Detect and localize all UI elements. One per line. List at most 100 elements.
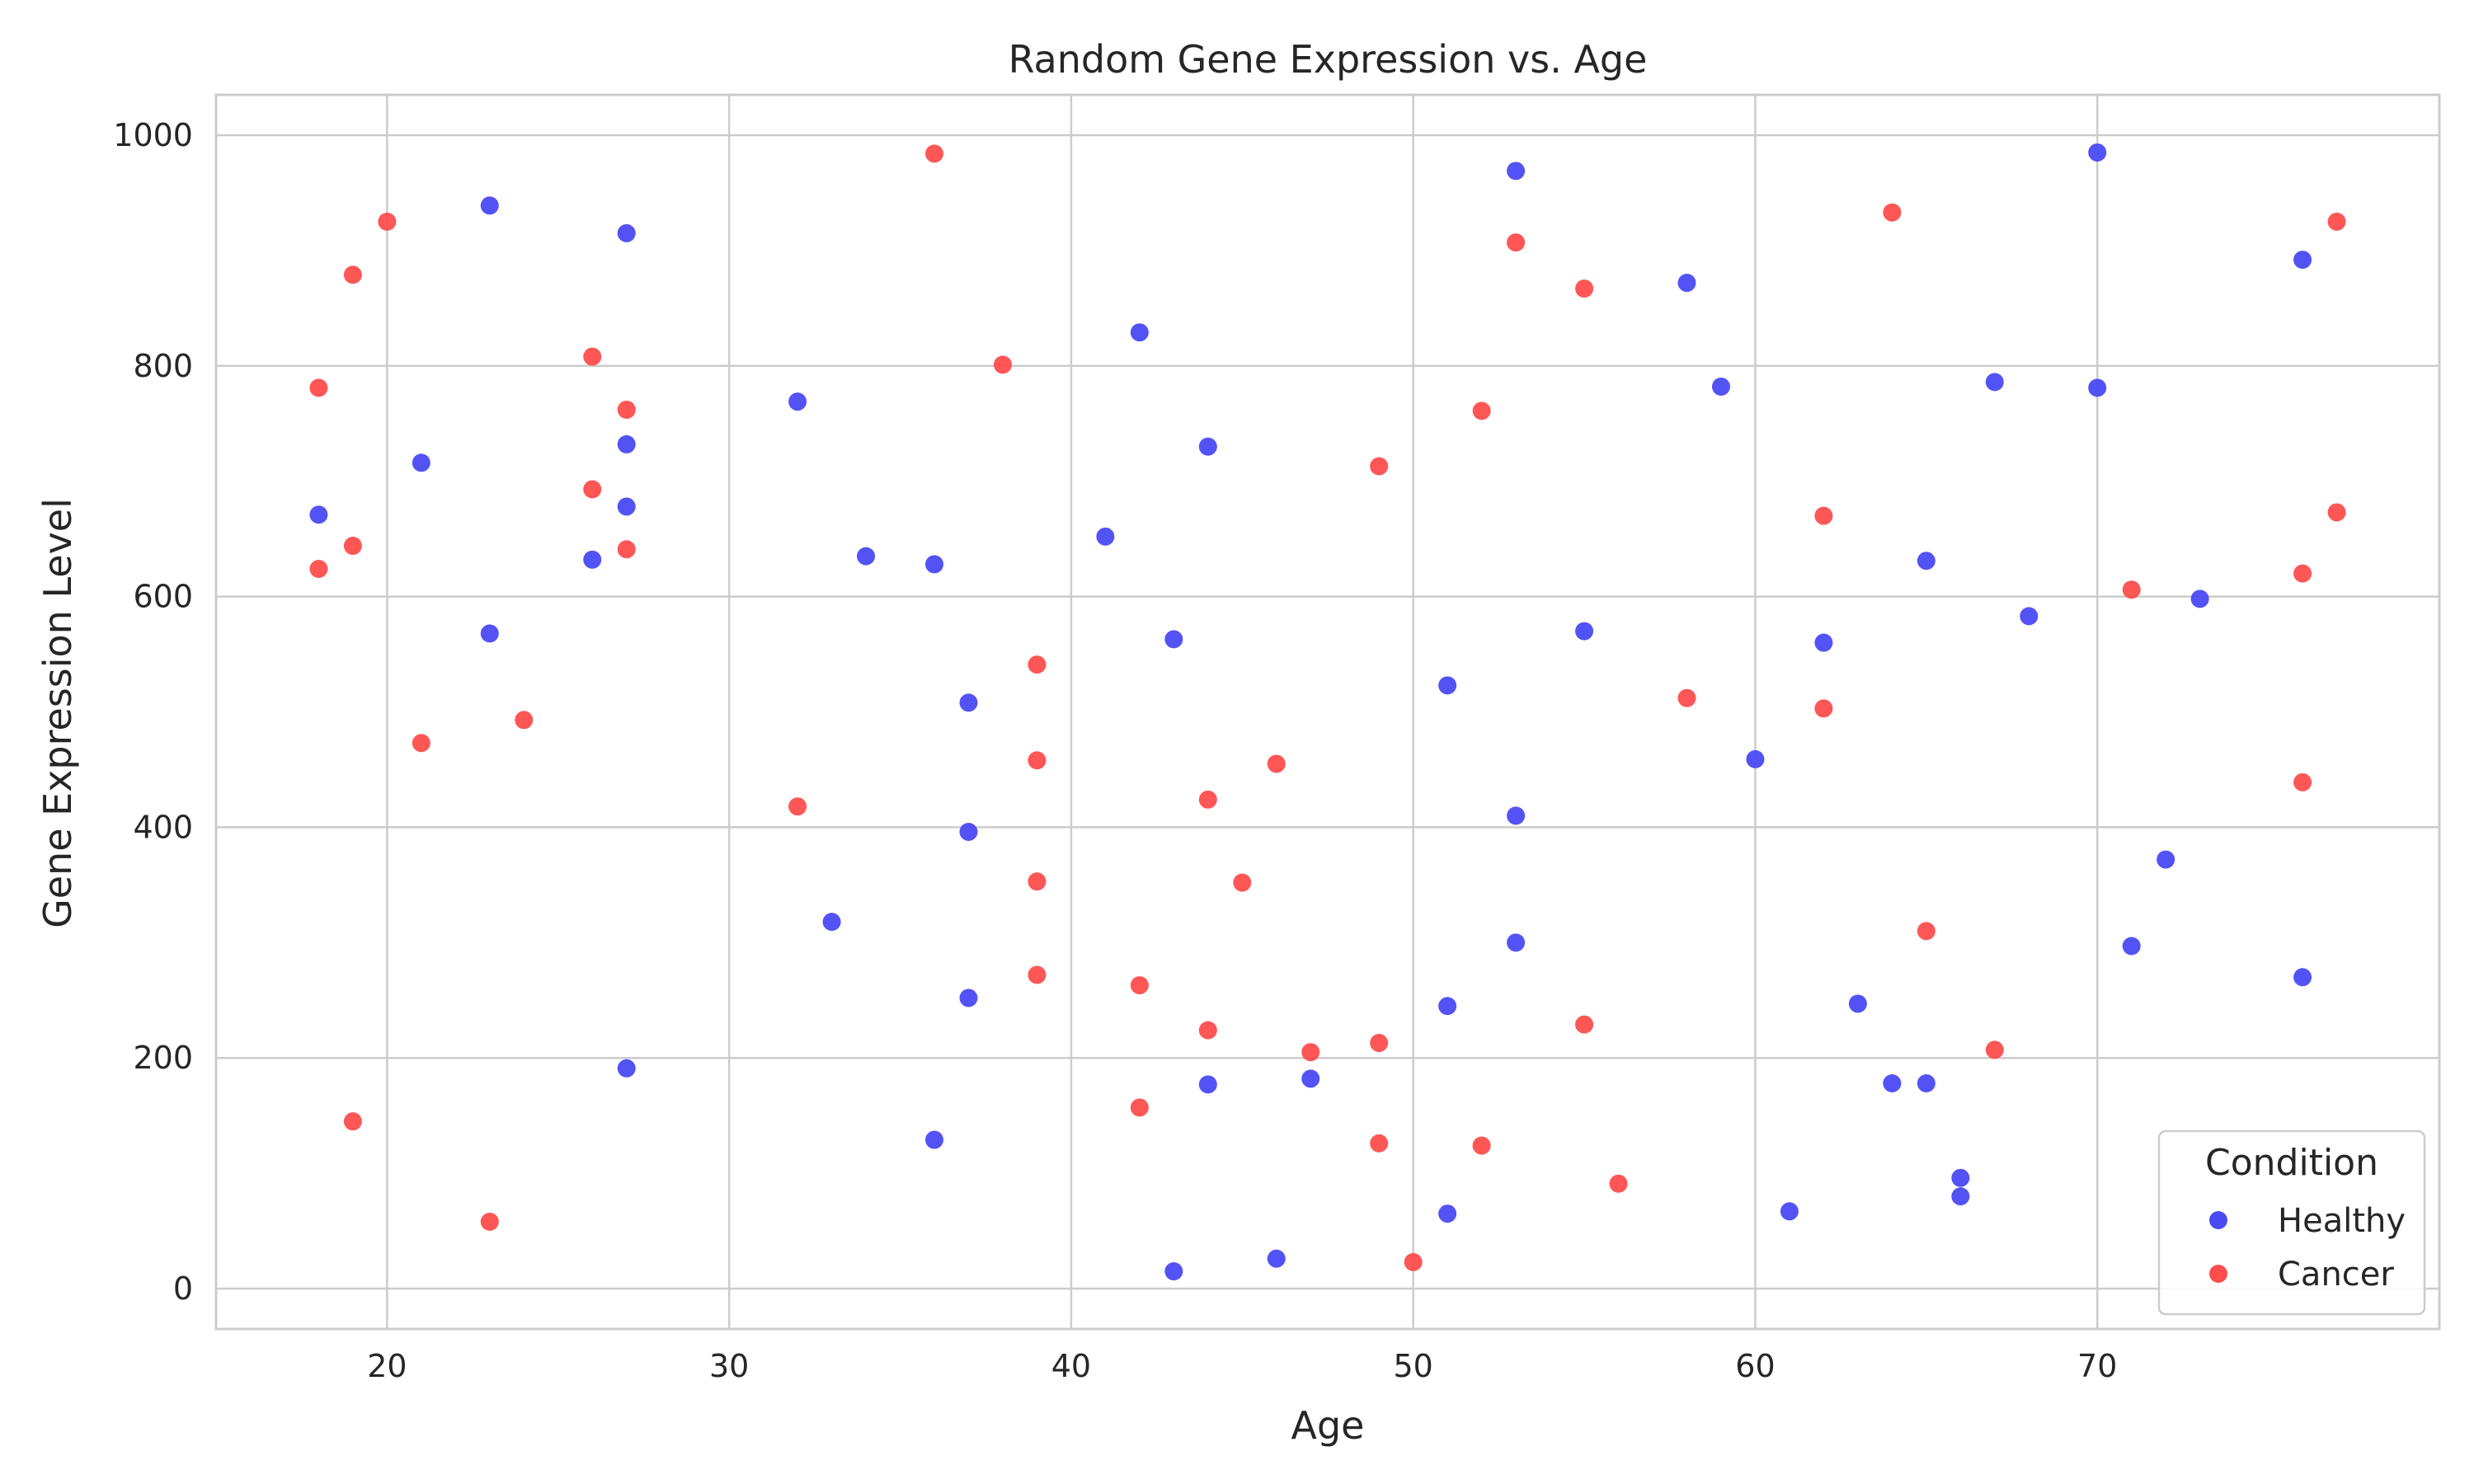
point-cancer (1575, 1015, 1594, 1034)
point-cancer (993, 355, 1012, 374)
point-cancer (1985, 1040, 2004, 1059)
point-healthy (1951, 1168, 1970, 1187)
point-cancer (788, 797, 807, 816)
legend: Condition Healthy Cancer (2157, 1129, 2426, 1316)
point-cancer (343, 1112, 362, 1131)
point-cancer (412, 734, 430, 753)
point-healthy (1575, 622, 1594, 641)
point-cancer (1028, 872, 1047, 891)
point-cancer (2327, 503, 2346, 522)
y-tick-label: 200 (133, 1040, 193, 1076)
point-healthy (925, 555, 944, 574)
y-tick-label: 800 (133, 348, 193, 384)
point-healthy (1507, 806, 1526, 825)
point-healthy (1814, 633, 1833, 652)
point-healthy (2157, 850, 2175, 869)
point-cancer (1198, 1021, 1217, 1040)
point-cancer (2327, 212, 2346, 231)
x-tick-label: 40 (1051, 1348, 1091, 1384)
point-healthy (583, 550, 602, 569)
point-healthy (959, 823, 978, 842)
point-healthy (788, 392, 807, 411)
point-healthy (1883, 1073, 1902, 1092)
point-cancer (1028, 655, 1047, 674)
x-tick-label: 30 (709, 1348, 749, 1384)
x-axis-title: Age (1291, 1403, 1365, 1448)
x-tick-label: 50 (1394, 1348, 1433, 1384)
point-cancer (2293, 773, 2312, 791)
point-cancer (1472, 402, 1491, 420)
point-healthy (1507, 933, 1526, 952)
point-cancer (1370, 1134, 1389, 1153)
point-cancer (1130, 1098, 1149, 1117)
point-healthy (1917, 1073, 1935, 1092)
point-cancer (1814, 699, 1833, 718)
x-axis-ticks: 20 30 40 50 60 70 (367, 1348, 2117, 1384)
legend-marker-healthy (2209, 1211, 2227, 1229)
x-tick-label: 60 (1735, 1348, 1775, 1384)
point-healthy (1438, 1205, 1457, 1223)
point-cancer (1814, 506, 1833, 525)
x-tick-label: 70 (2077, 1348, 2117, 1384)
point-healthy (1985, 373, 2004, 392)
point-healthy (822, 913, 841, 932)
point-healthy (1438, 676, 1457, 695)
point-healthy (1198, 1075, 1217, 1094)
point-cancer (1301, 1043, 1320, 1062)
point-cancer (480, 1212, 499, 1231)
point-healthy (925, 1130, 944, 1149)
point-cancer (1609, 1174, 1628, 1193)
point-healthy (1848, 994, 1867, 1013)
point-healthy (1917, 552, 1935, 571)
point-cancer (1028, 965, 1047, 984)
point-healthy (617, 497, 636, 516)
legend-label-cancer: Cancer (2278, 1256, 2394, 1294)
point-cancer (515, 711, 534, 730)
y-tick-label: 1000 (113, 117, 193, 153)
point-cancer (617, 540, 636, 559)
point-healthy (2020, 607, 2039, 626)
chart-title: Random Gene Expression vs. Age (1009, 37, 1648, 82)
point-cancer (1472, 1136, 1491, 1155)
legend-title: Condition (2205, 1142, 2378, 1184)
legend-marker-cancer (2209, 1265, 2227, 1283)
point-healthy (1507, 162, 1526, 181)
point-healthy (1198, 437, 1217, 456)
y-tick-label: 0 (173, 1270, 193, 1307)
gridlines (216, 95, 2439, 1329)
point-cancer (1130, 976, 1149, 995)
y-axis-title: Gene Expression Level (35, 498, 80, 928)
point-cancer (1917, 922, 1935, 941)
point-cancer (1575, 279, 1594, 298)
point-healthy (2088, 378, 2107, 397)
point-healthy (1130, 323, 1149, 342)
point-healthy (1096, 527, 1115, 546)
point-cancer (343, 537, 362, 556)
point-cancer (1370, 1034, 1389, 1053)
point-cancer (1233, 873, 1252, 892)
point-healthy (2293, 968, 2312, 987)
point-healthy (2190, 589, 2209, 608)
point-healthy (857, 547, 876, 566)
point-cancer (309, 560, 328, 579)
point-cancer (1404, 1252, 1423, 1271)
legend-label-healthy: Healthy (2278, 1202, 2406, 1240)
point-cancer (2122, 580, 2141, 599)
x-tick-label: 20 (367, 1348, 407, 1384)
point-cancer (1507, 233, 1526, 252)
point-cancer (343, 265, 362, 284)
point-healthy (2293, 251, 2312, 270)
point-healthy (1301, 1069, 1320, 1088)
point-healthy (1746, 749, 1765, 768)
point-cancer (2293, 564, 2312, 583)
point-healthy (1780, 1202, 1799, 1221)
point-healthy (617, 1059, 636, 1078)
y-tick-label: 600 (133, 579, 193, 615)
point-cancer (925, 144, 944, 163)
point-cancer (1370, 457, 1389, 476)
point-cancer (309, 378, 328, 397)
point-cancer (583, 347, 602, 366)
point-healthy (412, 453, 430, 472)
point-healthy (480, 624, 499, 643)
